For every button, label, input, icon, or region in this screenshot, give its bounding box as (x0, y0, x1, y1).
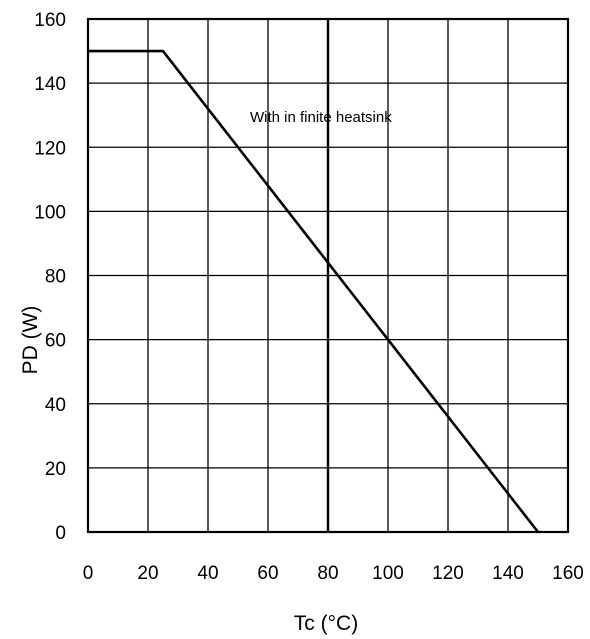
series-line-0 (88, 49, 540, 533)
x-tick-label-140: 140 (492, 563, 524, 584)
y-tick-label-0: 0 (55, 523, 66, 544)
x-tick-label-160: 160 (552, 563, 584, 584)
x-tick-label-40: 40 (197, 563, 218, 584)
plot-frame (86, 17, 570, 534)
x-tick-label-60: 60 (257, 563, 278, 584)
y-tick-label-100: 100 (34, 202, 66, 223)
annotation-label: With in finite heatsink (250, 109, 392, 126)
x-tick-label-20: 20 (137, 563, 158, 584)
y-tick-label-120: 120 (34, 138, 66, 159)
x-axis-ticks: 0 20 40 60 80 100 120 140 160 (83, 563, 584, 584)
grid (88, 19, 568, 532)
series-layer (88, 49, 540, 533)
y-tick-label-60: 60 (45, 331, 66, 352)
x-axis-title: Tc (°C) (294, 612, 358, 635)
y-tick-label-140: 140 (34, 74, 66, 95)
x-tick-label-80: 80 (317, 563, 338, 584)
y-tick-label-20: 20 (45, 459, 66, 480)
y-tick-label-80: 80 (45, 267, 66, 288)
y-tick-label-40: 40 (45, 395, 66, 416)
x-tick-label-0: 0 (83, 563, 94, 584)
plot-border (86, 17, 570, 534)
y-axis-ticks: 0 20 40 60 80 100 120 140 160 (34, 10, 66, 544)
x-tick-label-120: 120 (432, 563, 464, 584)
x-tick-label-100: 100 (372, 563, 404, 584)
y-axis-title: PD (W) (19, 306, 42, 375)
y-tick-label-160: 160 (34, 10, 66, 31)
